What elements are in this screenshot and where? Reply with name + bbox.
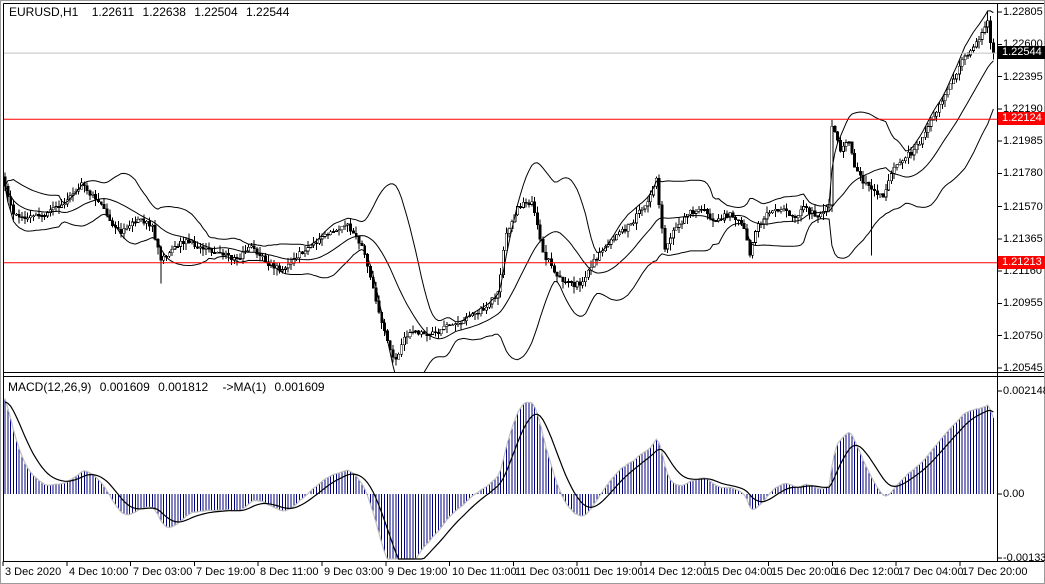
- open-value: 1.22611: [91, 5, 135, 19]
- macd-tick-label: 0.002148: [1003, 385, 1045, 397]
- price-tick-label: 1.21780: [1003, 167, 1043, 179]
- time-tick-label: 8 Dec 11:00: [260, 566, 319, 578]
- price-tick-label: 1.20545: [1003, 362, 1043, 374]
- time-tick-label: 11 Dec 19:00: [579, 566, 644, 578]
- low-value: 1.22504: [194, 5, 238, 19]
- time-tick-label: 11 Dec 03:00: [515, 566, 580, 578]
- close-value: 1.22544: [246, 5, 290, 19]
- time-tick-label: 9 Dec 03:00: [324, 566, 384, 578]
- macd-main-value: 0.001609: [99, 380, 150, 394]
- macd-ma-label: ->MA(1): [222, 380, 267, 394]
- time-tick-label: 4 Dec 10:00: [69, 566, 129, 578]
- price-tick-label: 1.22805: [1003, 6, 1043, 18]
- time-tick-label: 17 Dec 20:00: [962, 566, 1028, 578]
- macd-ma-value: 0.001609: [274, 380, 325, 394]
- bid-price-tag: 1.22544: [998, 46, 1045, 59]
- time-tick-label: 14 Dec 12:00: [643, 566, 709, 578]
- hline-price-tag-lower[interactable]: 1.21213: [998, 256, 1045, 269]
- time-tick-label: 16 Dec 12:00: [834, 566, 900, 578]
- time-tick-label: 15 Dec 20:00: [771, 566, 837, 578]
- price-tick-label: 1.21365: [1003, 233, 1043, 245]
- time-tick-label: 15 Dec 04:00: [707, 566, 773, 578]
- time-tick-label: 10 Dec 11:00: [452, 566, 517, 578]
- macd-name-label: MACD(12,26,9): [8, 380, 92, 394]
- time-tick-label: 3 Dec 2020: [5, 566, 62, 578]
- symbol-timeframe-label: EURUSD,H1: [9, 5, 79, 19]
- macd-tick-label: 0.00: [1003, 488, 1025, 500]
- price-tick-label: 1.20750: [1003, 330, 1043, 342]
- price-tick-label: 1.21570: [1003, 201, 1043, 213]
- price-tick-label: 1.20955: [1003, 297, 1043, 309]
- time-tick-label: 7 Dec 19:00: [196, 566, 256, 578]
- macd-header: MACD(12,26,9) 0.001609 0.001812 ->MA(1) …: [8, 380, 330, 394]
- time-tick-label: 9 Dec 19:00: [388, 566, 448, 578]
- macd-panel-plot[interactable]: [4, 378, 997, 560]
- price-tick-label: 1.21985: [1003, 135, 1043, 147]
- ohlc-header: EURUSD,H1 1.22611 1.22638 1.22504 1.2254…: [9, 5, 294, 19]
- main-chart-plot[interactable]: [4, 4, 997, 372]
- price-axis[interactable]: 1.22805 1.22600 1.22395 1.22190 1.21985 1.217…: [998, 1, 1045, 564]
- high-value: 1.22638: [142, 5, 186, 19]
- time-axis[interactable]: 3 Dec 2020 4 Dec 10:00 7 Dec 03:00 7 Dec 19…: [1, 562, 1045, 584]
- hline-price-tag-upper[interactable]: 1.22124: [998, 112, 1045, 125]
- macd-signal-value: 0.001812: [158, 380, 209, 394]
- time-tick-label: 17 Dec 04:00: [898, 566, 964, 578]
- macd-tick-label: -0.001331: [1003, 552, 1045, 564]
- time-tick-label: 7 Dec 03:00: [133, 566, 193, 578]
- price-tick-label: 1.22395: [1003, 71, 1043, 83]
